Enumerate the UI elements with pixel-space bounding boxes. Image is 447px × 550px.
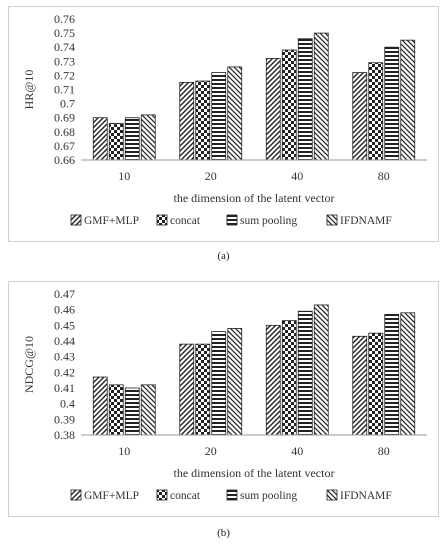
bar-ifdnamf-40 xyxy=(313,32,329,161)
y-tick-label: 0.72 xyxy=(54,68,75,82)
y-tick-label: 0.4 xyxy=(60,397,75,411)
y-tick-label: 0.42 xyxy=(54,365,75,379)
legend-swatch xyxy=(226,489,238,501)
bar-concat-40 xyxy=(281,320,297,436)
y-tick-label: 0.71 xyxy=(54,83,75,97)
y-tick-label: 0.76 xyxy=(54,12,75,26)
y-tick-label: 0.74 xyxy=(54,40,75,54)
bar-sum-pooling-20 xyxy=(211,72,227,161)
bar-ifdnamf-80 xyxy=(400,312,416,436)
y-tick-label: 0.7 xyxy=(60,97,75,111)
legend-swatch xyxy=(70,214,82,226)
bar-gmf-mlp-20 xyxy=(179,343,195,436)
bar-gmf-mlp-10 xyxy=(92,117,108,161)
bar-ifdnamf-10 xyxy=(140,114,156,161)
chart-a-panel: 0.66 0.67 0.68 0.69 0.7 0.71 0.72 0.73 0.74 0.75 0… xyxy=(8,6,439,242)
x-tick-label: 80 xyxy=(378,444,390,458)
legend-swatch xyxy=(70,489,82,501)
legend-swatch xyxy=(156,489,168,501)
chart-b-panel: 0.38 0.39 0.4 0.41 0.42 0.43 0.44 0.45 0.46 0.47 N… xyxy=(8,281,439,517)
bar-concat-20 xyxy=(195,80,211,161)
bar-gmf-mlp-80 xyxy=(352,72,368,161)
y-tick-label: 0.69 xyxy=(54,111,75,125)
y-tick-label: 0.67 xyxy=(54,139,75,153)
legend-label: GMF+MLP xyxy=(84,215,139,227)
legend-label: sum pooling xyxy=(240,215,297,227)
y-tick-label: 0.44 xyxy=(54,334,75,348)
bar-sum-pooling-40 xyxy=(297,310,313,436)
legend-swatch xyxy=(326,214,338,226)
legend-label: IFDNAMF xyxy=(340,490,392,502)
bar-concat-80 xyxy=(368,332,384,436)
legend-label: concat xyxy=(170,490,201,502)
bar-sum-pooling-20 xyxy=(211,331,227,436)
legend-swatch xyxy=(156,214,168,226)
bar-ifdnamf-40 xyxy=(313,304,329,436)
x-tick-label: 40 xyxy=(291,169,303,183)
y-tick-label: 0.46 xyxy=(54,303,75,317)
bar-sum-pooling-80 xyxy=(384,46,400,161)
bar-ifdnamf-10 xyxy=(140,384,156,436)
x-axis-label: the dimension of the latent vector xyxy=(174,191,335,205)
bar-gmf-mlp-20 xyxy=(179,82,195,161)
x-tick-label: 10 xyxy=(118,444,130,458)
bar-gmf-mlp-40 xyxy=(265,58,281,161)
chart-b: 0.38 0.390.4 0.41 0.420.43 0.44 0.450.46 0.47 N… xyxy=(22,287,427,502)
y-tick-label: 0.39 xyxy=(54,412,75,426)
bar-concat-80 xyxy=(368,62,384,161)
y-tick-label: 0.41 xyxy=(54,381,75,395)
caption-a: (a) xyxy=(217,250,230,262)
y-tick-label: 0.43 xyxy=(54,350,75,364)
bar-concat-10 xyxy=(108,384,124,436)
x-axis-label: the dimension of the latent vector xyxy=(174,466,335,480)
y-tick-label: 0.68 xyxy=(54,125,75,139)
x-tick-label: 10 xyxy=(118,169,130,183)
legend-label: concat xyxy=(170,215,201,227)
x-tick-label: 20 xyxy=(205,444,217,458)
legend-swatch xyxy=(326,489,338,501)
bar-ifdnamf-20 xyxy=(227,328,243,436)
y-tick-label: 0.38 xyxy=(54,428,75,442)
y-tick-label: 0.66 xyxy=(54,153,75,167)
bar-concat-20 xyxy=(195,343,211,436)
y-tick-label: 0.75 xyxy=(54,26,75,40)
bar-sum-pooling-10 xyxy=(124,117,140,161)
legend-swatch xyxy=(226,214,238,226)
bar-ifdnamf-80 xyxy=(400,39,416,161)
bar-ifdnamf-20 xyxy=(227,66,243,161)
bar-concat-10 xyxy=(108,122,124,161)
bar-gmf-mlp-40 xyxy=(265,324,281,436)
bar-sum-pooling-10 xyxy=(124,387,140,436)
legend-label: sum pooling xyxy=(240,490,297,502)
legend-label: IFDNAMF xyxy=(340,215,392,227)
y-axis-label: HR@10 xyxy=(22,70,36,110)
caption-b: (b) xyxy=(217,527,230,539)
bar-sum-pooling-40 xyxy=(297,38,313,161)
y-axis-label: NDCG@10 xyxy=(22,336,36,393)
bar-sum-pooling-80 xyxy=(384,313,400,436)
chart-a: 0.660.670.680.690.70.710.720.730.740.750… xyxy=(22,12,427,227)
x-tick-label: 80 xyxy=(378,169,390,183)
legend-label: GMF+MLP xyxy=(84,490,139,502)
y-tick-label: 0.73 xyxy=(54,54,75,68)
bar-gmf-mlp-80 xyxy=(352,335,368,436)
bar-concat-40 xyxy=(281,49,297,161)
x-tick-label: 20 xyxy=(205,169,217,183)
y-tick-label: 0.45 xyxy=(54,318,75,332)
x-tick-label: 40 xyxy=(291,444,303,458)
y-tick-label: 0.47 xyxy=(54,287,75,301)
bar-gmf-mlp-10 xyxy=(92,376,108,436)
